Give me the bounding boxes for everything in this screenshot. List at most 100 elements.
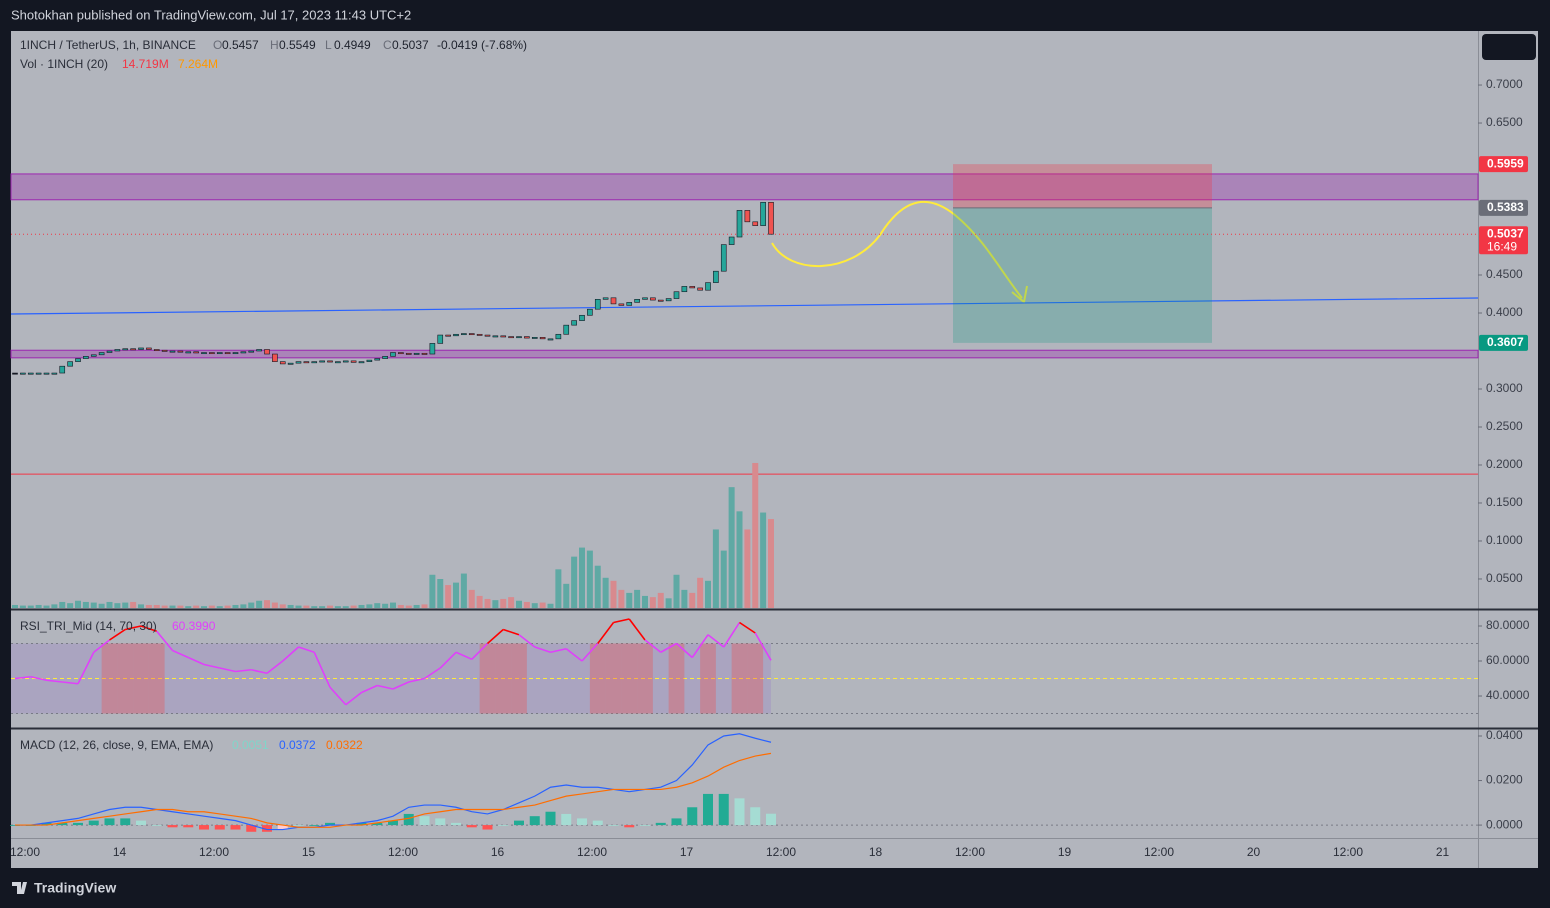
volume-bar [82, 601, 89, 608]
macd-histogram [766, 813, 776, 826]
zone [10, 173, 1479, 201]
volume-bar [476, 595, 483, 608]
candle [594, 299, 601, 310]
macd-histogram [88, 820, 99, 826]
macd-histogram [104, 818, 115, 826]
candle [193, 351, 199, 354]
volume-bar [649, 597, 656, 608]
rsi-value: 60.3990 [172, 619, 216, 633]
volume-bar [271, 602, 278, 608]
y-tick-label: 0.0500 [1486, 571, 1523, 585]
volume-bar [429, 574, 436, 608]
volume-bar [626, 592, 633, 608]
candle [232, 352, 239, 355]
rsi-segment [30, 675, 47, 682]
projection-arrow [1011, 285, 1028, 304]
volume-bar [689, 592, 696, 608]
candle [445, 334, 451, 337]
rsi-segment [392, 681, 410, 690]
ohlc-value: 0.5037 [392, 38, 429, 52]
x-tick-label: 17 [680, 845, 694, 859]
x-tick-label: 12:00 [766, 845, 796, 859]
rsi-segment [502, 628, 520, 636]
candle [398, 352, 404, 355]
rsi-hot-zone [133, 643, 149, 714]
volume-bar [579, 547, 585, 608]
candle [563, 324, 570, 335]
candle [169, 350, 176, 353]
candle [579, 314, 585, 321]
candle [618, 303, 625, 306]
rsi-hot-zone [117, 643, 134, 714]
ohlc-value: 0.5549 [279, 38, 316, 52]
candle [287, 362, 294, 365]
macd-histogram [230, 825, 241, 830]
volume-bar [153, 604, 160, 608]
rsi-segment [109, 628, 126, 641]
volume-bar [295, 605, 302, 608]
trendline [10, 297, 1479, 315]
candle [146, 347, 152, 350]
ohlc-key: L [325, 38, 332, 52]
volume-bar [453, 582, 459, 608]
rsi-segment [660, 642, 677, 653]
x-tick-label: 12:00 [577, 845, 607, 859]
rsi-hot-zone [495, 643, 512, 714]
macd-histogram [419, 816, 430, 826]
volume-bar [642, 595, 648, 608]
rsi-hot-zone [731, 643, 748, 714]
volume-bar [358, 604, 365, 608]
volume-bar [673, 574, 680, 608]
volume-bar [413, 604, 420, 608]
candle [705, 282, 711, 291]
rsi-segment [455, 651, 473, 660]
macd-histogram [325, 822, 335, 826]
volume-bar [500, 598, 507, 608]
volume-bar [327, 605, 333, 608]
price-label: 0.3607 [1487, 335, 1524, 349]
candle [508, 336, 514, 339]
rsi-segment [754, 632, 772, 661]
volume-bar [51, 604, 58, 608]
macd-histogram [73, 822, 83, 826]
macd-title: MACD (12, 26, close, 9, EMA, EMA) [20, 738, 213, 752]
macd-histogram [435, 818, 446, 826]
volume-bar [618, 589, 625, 608]
ohlc-key: O [213, 38, 222, 52]
candle [760, 201, 766, 226]
candle [20, 372, 26, 375]
rsi-segment [251, 668, 268, 675]
rsi-segment [140, 625, 158, 633]
toolbar-button[interactable] [1482, 34, 1536, 60]
rsi-segment [219, 667, 236, 673]
rsi-segment [534, 646, 551, 654]
candle [35, 372, 42, 375]
volume-bar [138, 604, 144, 608]
candle [216, 352, 223, 355]
volume-bar [185, 606, 192, 608]
rsi-segment [62, 681, 79, 685]
volume-bar [539, 602, 546, 608]
volume-bar [264, 600, 270, 608]
macd-histogram [640, 825, 650, 826]
price-label: 0.5959 [1487, 156, 1524, 170]
macd-histogram [246, 825, 257, 832]
rsi-segment [329, 686, 347, 706]
candle [138, 347, 144, 350]
volume-bar [720, 550, 727, 608]
macd-histogram [372, 822, 383, 826]
rsi-segment [298, 646, 315, 654]
candle [209, 352, 215, 355]
rsi-segment [172, 649, 189, 659]
rsi-segment [187, 656, 205, 666]
rsi-segment [361, 684, 378, 694]
volume-bar [390, 602, 396, 608]
candle [240, 351, 247, 354]
rsi-hot-zone [101, 643, 118, 714]
rsi-segment [550, 647, 567, 654]
macd-line [15, 752, 772, 828]
macd-histogram [577, 818, 587, 826]
macd-value: 0.0322 [326, 738, 363, 752]
rsi-hot-zone [668, 643, 685, 714]
price-label-bg [1479, 199, 1528, 216]
